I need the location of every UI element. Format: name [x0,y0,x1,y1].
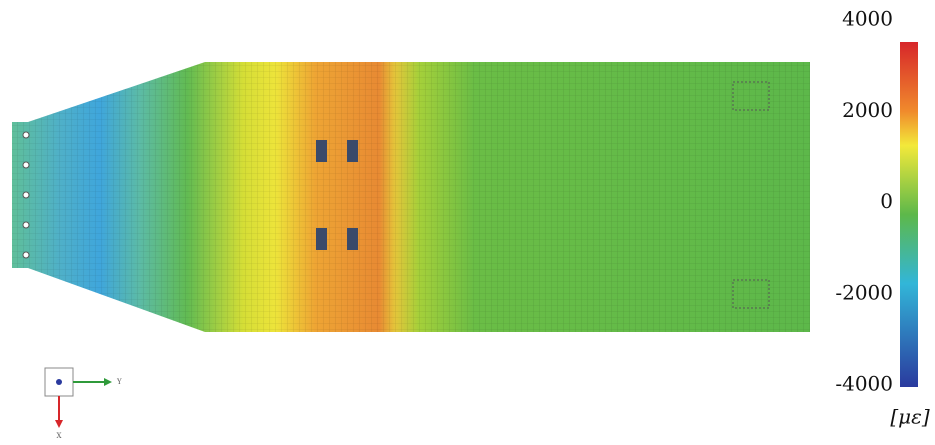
colorbar-unit: [με] [890,405,930,429]
colorbar-tick-label: 4000 [842,7,893,31]
y-axis-label: Y [116,378,122,386]
strain-field [12,62,810,332]
colorbar-tick-label: 0 [880,189,893,213]
colorbar-tick-label: -2000 [835,280,893,304]
x-axis-label: X [57,432,62,440]
figure: Y X [με] 4000 2000 0 -2000 -4000 [0,0,935,441]
axes-triad: Y X [45,368,122,440]
colorbar-tick-label: -4000 [835,372,893,396]
colorbar [900,42,918,387]
colorbar-tick-label: 2000 [842,98,893,122]
